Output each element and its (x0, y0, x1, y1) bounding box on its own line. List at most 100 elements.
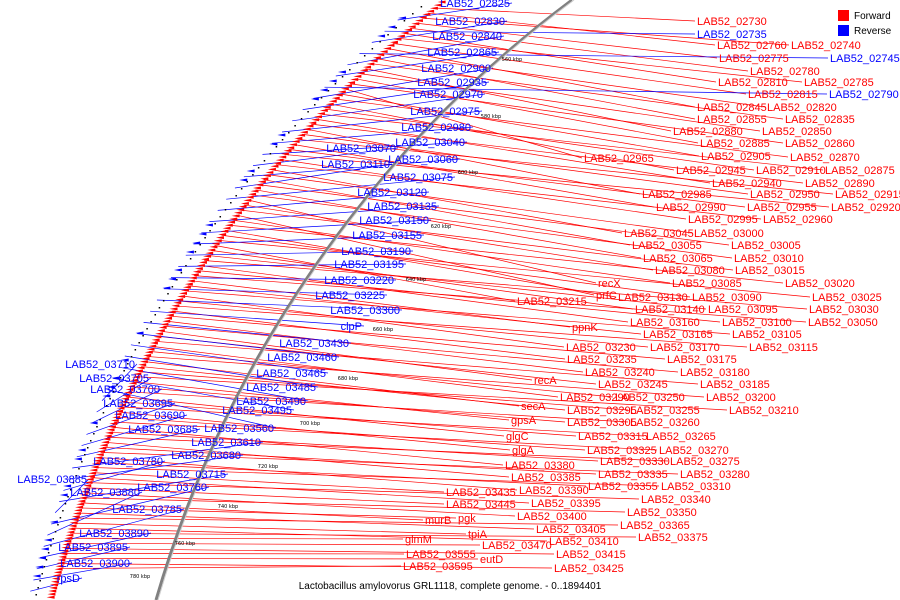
gene-label: LAB52_03380 (505, 460, 575, 472)
gc-mark (282, 139, 284, 141)
forward-gene-feature (216, 236, 224, 239)
forward-gene-feature (209, 245, 217, 248)
gene-label: LAB52_03250 (615, 392, 685, 404)
gc-mark (379, 41, 381, 43)
forward-gene-feature (232, 214, 240, 217)
forward-gene-feature (159, 326, 167, 329)
gene-label: LAB52_03690 (115, 410, 185, 422)
gene-label: LAB52_03090 (692, 292, 762, 304)
gc-mark (172, 286, 174, 288)
forward-gene-feature (363, 66, 371, 69)
gc-mark (199, 244, 201, 246)
gc-mark (307, 111, 309, 113)
gc-mark (395, 27, 397, 29)
gene-label: LAB52_03695 (103, 398, 173, 410)
forward-gene-feature (223, 227, 231, 230)
gene-label: LAB52_03165 (643, 329, 713, 341)
legend-reverse-label: Reverse (854, 26, 892, 37)
gene-label: LAB52_02990 (656, 202, 726, 214)
forward-gene-feature (189, 276, 197, 279)
gc-mark (258, 167, 260, 169)
gene-label: LAB52_02855 (697, 114, 767, 126)
gene-label: LAB52_02850 (762, 126, 832, 138)
legend-forward-swatch (838, 10, 849, 21)
gene-label: LAB52_03045 (624, 228, 694, 240)
gc-mark (288, 132, 290, 134)
gene-label: LAB52_02785 (804, 77, 874, 89)
gene-label: LAB52_02870 (790, 152, 860, 164)
forward-gene-feature (426, 10, 434, 13)
gc-mark (46, 559, 48, 561)
scale-tick-label: 640 kbp (406, 277, 426, 283)
gene-label: prfC (596, 290, 617, 302)
gc-mark (301, 118, 303, 120)
gene-label: LAB52_03085 (672, 278, 742, 290)
forward-gene-feature (292, 140, 300, 143)
forward-gene-feature (380, 50, 388, 53)
forward-gene-feature (338, 90, 346, 93)
forward-gene-feature (205, 252, 213, 255)
forward-gene-feature (225, 224, 233, 227)
forward-gene-feature (353, 75, 361, 78)
gene-label: LAB52_03710 (65, 359, 135, 371)
forward-gene-feature (164, 317, 172, 320)
forward-gene-feature (88, 472, 96, 475)
forward-gene-feature (100, 444, 108, 447)
forward-gene-feature (263, 174, 271, 177)
forward-gene-feature (160, 323, 168, 326)
gc-mark (387, 34, 389, 36)
gene-label: LAB52_03255 (630, 405, 700, 417)
forward-gene-feature (152, 338, 160, 341)
legend-forward-label: Forward (854, 11, 891, 22)
gene-label: LAB52_03105 (732, 329, 802, 341)
gene-label: LAB52_03040 (395, 137, 465, 149)
gene-label: recA (534, 375, 557, 387)
gene-label: LAB52_02900 (421, 63, 491, 75)
forward-gene-feature (246, 196, 254, 199)
map-caption: Lactobacillus amylovorus GRL1118, comple… (299, 581, 602, 592)
gc-mark (214, 223, 216, 225)
gene-label: LAB52_03175 (667, 354, 737, 366)
forward-gene-feature (185, 283, 193, 286)
forward-gene-feature (101, 441, 109, 444)
reverse-leader-line (385, 31, 695, 34)
gc-mark (155, 314, 157, 316)
gc-mark (62, 510, 64, 512)
gene-label: LAB52_03240 (585, 367, 655, 379)
forward-gene-feature (320, 109, 328, 112)
gene-label: LAB52_03375 (638, 532, 708, 544)
gc-mark (314, 104, 316, 106)
gene-label: LAB52_03115 (749, 342, 818, 354)
gc-mark (220, 216, 222, 218)
gc-mark (39, 580, 41, 582)
gene-label: LAB52_03895 (58, 542, 128, 554)
gc-mark (209, 230, 211, 232)
gene-label: LAB52_03400 (517, 511, 587, 523)
forward-gene-feature (64, 537, 72, 540)
gc-mark (135, 349, 137, 351)
gc-mark (44, 566, 46, 568)
forward-gene-feature (193, 270, 201, 273)
forward-gene-feature (227, 221, 235, 224)
forward-gene-feature (157, 329, 165, 332)
forward-gene-feature (197, 264, 205, 267)
gc-mark (65, 503, 67, 505)
gc-mark (252, 174, 254, 176)
gene-label: LAB52_03010 (734, 253, 804, 265)
gc-mark (321, 97, 323, 99)
reverse-gene-feature (277, 134, 285, 137)
gene-label: LAB52_03235 (567, 354, 637, 366)
scale-tick-label: 580 kbp (481, 114, 501, 120)
gene-label: glgA (512, 445, 535, 457)
gc-mark (294, 125, 296, 127)
reverse-gene-feature (74, 458, 82, 461)
gene-label: LAB52_02840 (432, 31, 502, 43)
legend: Forward Reverse (838, 10, 892, 37)
forward-gene-feature (89, 469, 97, 472)
scale-tick-label: 680 kbp (338, 376, 358, 382)
gene-label: LAB52_02885 (700, 138, 770, 150)
genome-map-view: 560 kbp 580 kbp 600 kbp 620 kbp 640 kbp 660 k… (0, 0, 900, 600)
forward-gene-feature (286, 146, 294, 149)
gc-mark (150, 321, 152, 323)
forward-gene-feature (305, 125, 313, 128)
